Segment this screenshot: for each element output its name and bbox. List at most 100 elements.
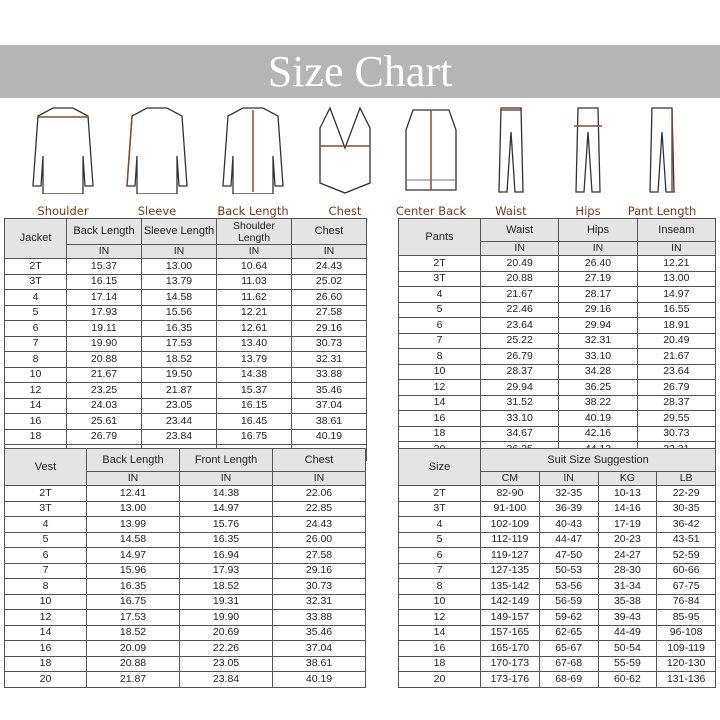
value-cell: 26.79 [479,348,560,365]
value-cell: 25.02 [291,273,367,290]
value-cell: 62-65 [538,624,599,641]
table-row: 8 16.35 18.52 30.73 [4,578,366,595]
value-cell: 40.19 [272,671,366,688]
value-cell: 14-16 [597,500,658,517]
table-row: 16 25.61 23.44 16.45 38.61 [4,413,367,430]
value-cell: 12.41 [86,485,180,502]
value-cell: 32.31 [558,332,638,349]
value-cell: 36-39 [538,500,599,517]
value-cell: 11.03 [216,273,292,290]
size-cell: 18 [4,655,87,672]
value-cell: 26.79 [636,379,717,396]
value-cell: 29.94 [479,379,560,396]
size-cell: 2T [398,485,481,502]
size-cell: 20 [398,671,481,688]
size-cell: 2T [4,485,87,502]
value-cell: 17.93 [66,304,142,321]
table-row: 2T 15.37 13.00 10.64 24.43 [4,258,367,275]
pants-hips-icon [574,107,602,193]
table-row: 14 24.03 23.05 16.15 37.04 [4,397,367,414]
value-cell: 15.37 [66,258,142,275]
title-banner: Size Chart [0,45,720,98]
table-row: 10 28.37 34.28 23.64 [398,363,717,380]
size-cell: 10 [398,363,481,380]
value-cell: 67-68 [538,655,599,672]
figure-center-back: Center Back [386,100,476,218]
table-row: 10 21.67 19.50 14.38 33.88 [4,366,367,383]
value-cell: 20.69 [179,624,273,641]
table-row: 20 21.87 23.84 40.19 [4,671,366,688]
value-cell: 30.73 [291,335,367,352]
size-cell: 4 [398,286,481,303]
measurement-figures: Shoulder Sleeve Back Length Chest Center… [0,100,720,218]
size-cell: 8 [398,578,481,595]
value-cell: 13.00 [141,258,217,275]
value-cell: 91-100 [480,500,540,517]
size-cell: 5 [398,301,481,318]
value-cell: 16.45 [216,413,292,430]
size-cell: 18 [4,428,67,445]
value-cell: 165-170 [480,640,540,657]
table-row: 12 23.25 21.87 15.37 35.46 [4,382,367,399]
value-cell: 44-49 [597,624,658,641]
size-cell: 6 [398,317,481,334]
table-row: 7 19.90 17.53 13.40 30.73 [4,335,367,352]
value-cell: 18.91 [636,317,717,334]
value-cell: 25.61 [66,413,142,430]
value-cell: 16.15 [216,397,292,414]
value-cell: 23.44 [141,413,217,430]
table-row: 3T 91-100 36-39 14-16 30-35 [398,500,716,517]
size-cell: 12 [4,382,67,399]
table-row: 14 157-165 62-65 44-49 96-108 [398,624,716,641]
table-row: 7 127-135 50-53 28-30 60-66 [398,562,716,579]
value-cell: 20.09 [86,640,180,657]
size-cell: 14 [398,394,481,411]
table-row: 7 25.22 32.31 20.49 [398,332,717,349]
value-cell: 21.67 [636,348,717,365]
size-cell: 4 [398,516,481,533]
size-cell: 16 [398,410,481,427]
value-cell: 17.53 [141,335,217,352]
value-cell: 35.46 [272,624,366,641]
table-row: 5 14.58 16.35 26.00 [4,531,366,548]
unit-header: KG [597,471,658,486]
value-cell: 53-56 [538,578,599,595]
size-cell: 10 [398,593,481,610]
value-cell: 23.64 [479,317,560,334]
table-row: 16 165-170 65-67 50-54 109-119 [398,640,716,657]
value-cell: 27.58 [272,547,366,564]
value-cell: 60-62 [597,671,658,688]
value-cell: 23.05 [141,397,217,414]
table-row: 7 15.96 17.93 29.16 [4,562,366,579]
pants-size-table: Pants Waist Hips Inseam IN IN IN 2T 20.49 26… [398,218,717,458]
value-cell: 173-176 [480,671,540,688]
unit-header: IN [216,244,292,259]
corner-header: Jacket [4,218,67,259]
size-cell: 16 [398,640,481,657]
size-cell: 7 [398,562,481,579]
table-row: 18 34.67 42.16 30.73 [398,425,717,442]
table-row: 20 173-176 68-69 60-62 131-136 [398,671,716,688]
value-cell: 127-135 [480,562,540,579]
value-cell: 20.49 [636,332,717,349]
value-cell: 19.90 [179,609,273,626]
value-cell: 19.90 [66,335,142,352]
size-cell: 3T [398,500,481,517]
value-cell: 109-119 [656,640,716,657]
value-cell: 112-119 [480,531,540,548]
table-row: 6 119-127 47-50 24-27 52-59 [398,547,716,564]
size-cell: 5 [398,531,481,548]
value-cell: 34.67 [479,425,560,442]
value-cell: 14.97 [636,286,717,303]
value-cell: 23.05 [179,655,273,672]
value-cell: 10.64 [216,258,292,275]
value-cell: 85-95 [656,609,716,626]
value-cell: 21.67 [479,286,560,303]
value-cell: 17-19 [597,516,658,533]
table-row: 5 17.93 15.56 12.21 27.58 [4,304,367,321]
pants-waist-icon [498,107,524,193]
figure-label: Chest [328,204,362,218]
table-row: 5 112-119 44-47 20-23 43-51 [398,531,716,548]
figure-label: Back Length [217,204,289,218]
table-row: 14 18.52 20.69 35.46 [4,624,366,641]
